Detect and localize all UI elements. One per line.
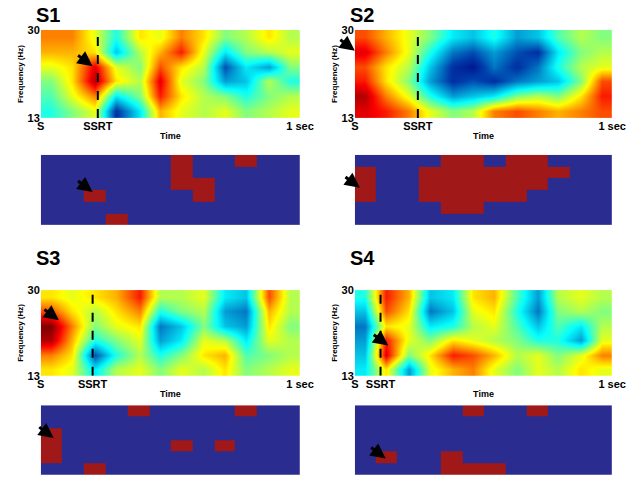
svg-text:SSRT: SSRT <box>78 378 108 390</box>
svg-text:S1: S1 <box>36 4 60 26</box>
svg-text:Time: Time <box>160 131 181 141</box>
svg-text:S: S <box>37 120 44 132</box>
svg-text:S: S <box>351 378 358 390</box>
svg-text:13: 13 <box>28 112 40 124</box>
svg-text:30: 30 <box>342 24 354 36</box>
svg-text:SSRT: SSRT <box>403 120 433 132</box>
svg-text:Time: Time <box>160 389 181 399</box>
svg-text:S3: S3 <box>36 247 60 269</box>
svg-text:30: 30 <box>342 284 354 296</box>
svg-text:13: 13 <box>342 370 354 382</box>
svg-text:1 sec: 1 sec <box>598 378 626 390</box>
svg-text:Frequency (Hz): Frequency (Hz) <box>330 304 339 362</box>
svg-text:Time: Time <box>473 131 494 141</box>
svg-text:Frequency (Hz): Frequency (Hz) <box>330 45 339 103</box>
svg-text:Frequency (Hz): Frequency (Hz) <box>16 45 25 103</box>
svg-text:S2: S2 <box>350 4 374 26</box>
svg-text:13: 13 <box>342 112 354 124</box>
svg-text:S: S <box>351 120 358 132</box>
svg-text:1 sec: 1 sec <box>286 120 314 132</box>
svg-text:1 sec: 1 sec <box>598 120 626 132</box>
svg-text:30: 30 <box>28 284 40 296</box>
svg-text:S4: S4 <box>350 247 375 269</box>
svg-text:S: S <box>37 378 44 390</box>
svg-text:SSRT: SSRT <box>83 120 113 132</box>
svg-text:Frequency (Hz): Frequency (Hz) <box>16 304 25 362</box>
svg-text:30: 30 <box>28 24 40 36</box>
svg-text:Time: Time <box>473 389 494 399</box>
svg-text:1 sec: 1 sec <box>286 378 314 390</box>
svg-text:SSRT: SSRT <box>366 378 396 390</box>
svg-text:13: 13 <box>28 370 40 382</box>
